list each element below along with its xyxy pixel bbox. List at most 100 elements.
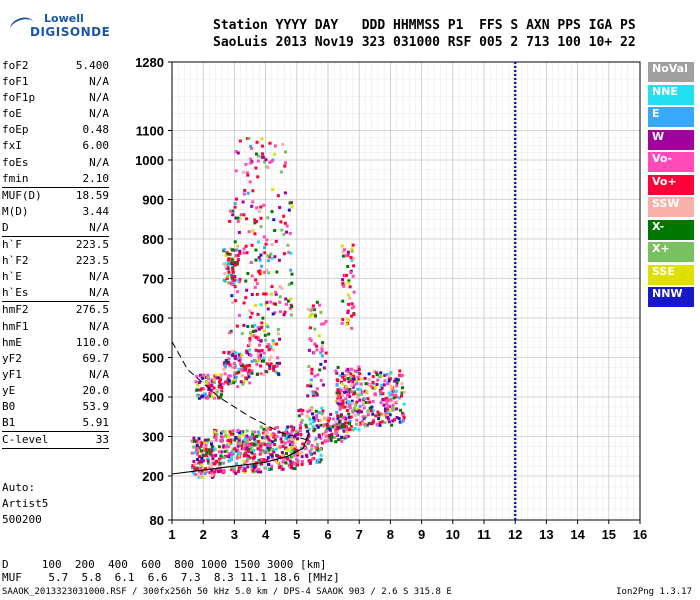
echo-point [341,250,345,254]
echo-point [364,382,368,386]
echo-point [347,412,351,416]
echo-point [387,379,391,383]
echo-point [236,220,240,224]
param-label: yF2 [2,351,22,365]
echo-point [287,463,291,467]
echo-point [353,406,357,410]
echo-point [236,428,240,432]
echo-point [279,170,283,174]
echo-point [201,475,205,479]
echo-point [229,438,233,442]
echo-point [241,433,245,437]
echo-point [283,164,287,168]
echo-point [269,292,273,296]
echo-point [237,466,241,470]
echo-point [295,448,299,452]
echo-point [214,467,218,471]
echo-point [233,275,237,279]
echo-point [346,393,350,397]
echo-point [234,216,238,220]
echo-point [301,409,305,413]
echo-point [247,375,251,379]
echo-point [388,393,392,397]
echo-point [256,443,260,447]
echo-point [201,376,205,380]
echo-point [371,418,375,422]
echo-point [371,400,375,404]
param-value: 33 [95,433,109,447]
echo-point [352,374,356,378]
echo-point [307,459,311,463]
echo-point [256,325,260,329]
echo-point [361,401,365,405]
param-value: 18.59 [75,188,109,202]
param-value: 5.91 [82,416,110,430]
echo-point [371,420,375,424]
echo-point [386,411,390,415]
echo-point [259,303,263,307]
echo-point [213,462,217,466]
echo-point [322,433,326,437]
echo-point [322,322,326,326]
echo-point [243,467,247,471]
echo-point [205,381,209,385]
echo-point [263,246,267,250]
echo-point [284,297,288,301]
echo-point [338,387,342,391]
echo-point [246,191,250,195]
echo-point [273,144,277,148]
echo-point [382,383,386,387]
echo-point [242,247,246,251]
echo-point [255,219,259,223]
echo-point [199,475,203,479]
x-tick-label: 1 [168,527,175,542]
echo-point [350,302,354,306]
echo-point [289,465,293,469]
echo-point [320,412,324,416]
echo-point [376,378,380,382]
param-label: M(D) [2,204,29,218]
echo-point [217,450,221,454]
echo-point [245,434,249,438]
echo-point [356,393,360,397]
echo-point [353,369,357,373]
echo-point [343,436,347,440]
echo-point [290,451,294,455]
param-row: h`F2 223.5 [2,253,109,269]
echo-point [243,366,247,370]
echo-point [202,373,206,377]
echo-point [235,262,239,266]
echo-point [379,401,383,405]
echo-point [335,432,339,436]
echo-point [293,433,297,437]
echo-point [251,200,255,204]
echo-point [204,447,208,451]
echo-point [339,389,343,393]
echo-point [278,445,282,449]
echo-point [284,461,288,465]
echo-point [386,417,390,421]
echo-point [266,254,270,258]
echo-point [268,367,272,371]
echo-point [336,388,340,392]
echo-point [341,425,345,429]
echo-point [367,421,371,425]
echo-point [301,442,305,446]
echo-point [335,410,339,414]
echo-point [256,337,260,341]
echo-point [307,427,311,431]
echo-point [284,161,288,165]
echo-point [313,390,317,394]
y-tick-label: 1100 [136,124,164,139]
echo-point [355,407,359,411]
echo-point [208,452,212,456]
x-tick-label: 11 [477,527,491,542]
echo-point [267,358,271,362]
echo-point [263,436,267,440]
echo-point [281,444,285,448]
echo-point [347,380,351,384]
echo-point [287,208,291,212]
echo-point [286,457,290,461]
echo-point [236,244,240,248]
echo-point [330,435,334,439]
